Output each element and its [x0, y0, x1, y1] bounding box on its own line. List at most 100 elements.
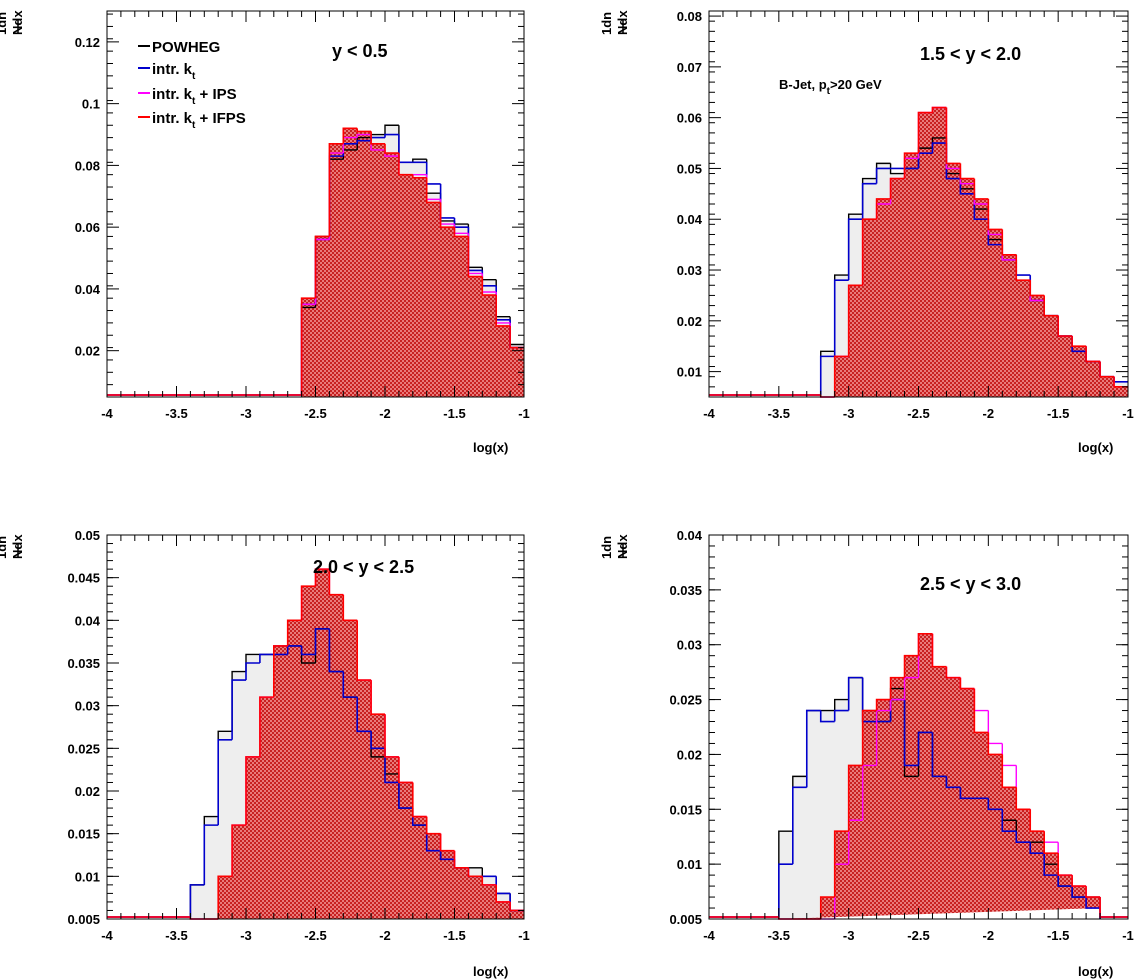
legend-label: POWHEG [152, 39, 220, 56]
histogram-bin [439, 850, 455, 861]
histogram-bin [384, 133, 399, 138]
histogram-bin [384, 714, 399, 758]
histogram-bin [889, 676, 905, 700]
legend-entry-intr-kt-ips: intr. kt + IPS [138, 86, 237, 107]
histogram-bin [833, 279, 849, 357]
histogram-bin [356, 133, 372, 138]
histogram-bin [1085, 897, 1101, 909]
histogram-bin [1001, 229, 1017, 256]
x-tick-label: -1 [1122, 406, 1134, 421]
histogram-bin [1071, 336, 1087, 348]
histogram-bin [1085, 346, 1101, 363]
histogram-bin [903, 654, 919, 678]
histogram-bin [945, 666, 961, 679]
histogram-bin [903, 152, 919, 179]
y-tick-label: 0.005 [669, 912, 702, 927]
histogram-bin [1043, 300, 1059, 317]
histogram-bin [342, 594, 358, 622]
panel-y-lt-0.5: -4 -3.5 -3 -2.5 -2 -1.5 -1 0.02 0.04 0.06 0.08 0.1 0… [0, 10, 530, 455]
y-tick-label: 0.01 [677, 857, 702, 872]
x-tick-label: -2.5 [907, 928, 929, 943]
x-tick-label: -1.5 [1047, 406, 1069, 421]
histogram-bin [1071, 875, 1087, 887]
x-tick-label: -2 [983, 406, 995, 421]
x-tick-label: -2 [379, 928, 391, 943]
histogram-bin [1015, 831, 1031, 843]
histogram-bin [189, 884, 205, 917]
histogram-bin [1057, 853, 1073, 876]
legend-entry-powheg: POWHEG [138, 39, 220, 56]
histogram-bin [384, 124, 399, 135]
histogram-bin [847, 764, 863, 832]
y-tick-label: 0.035 [67, 656, 100, 671]
histogram-bin [889, 177, 905, 199]
histogram-bin [300, 645, 316, 656]
x-tick-label: -3 [240, 406, 252, 421]
histogram-bin [453, 850, 469, 869]
histogram-bin [425, 177, 441, 204]
histogram-bin [356, 139, 372, 144]
plot-area: -4 -3.5 -3 -2.5 -2 -1.5 -1 0.01 0.02 0.03 0.04 0.05… [677, 9, 1134, 421]
histogram-bin [356, 697, 372, 733]
plot-area: -4 -3.5 -3 -2.5 -2 -1.5 -1 0.02 0.04 0.06 0.08 0.1 0… [75, 10, 530, 421]
histogram-bin [847, 676, 863, 711]
panel-title: 2.0 < y < 2.5 [313, 557, 414, 577]
panel-title: 1.5 < y < 2.0 [920, 44, 1021, 64]
histogram-bin [1085, 886, 1101, 898]
histogram-bin [959, 677, 975, 690]
histogram-bin [231, 679, 246, 740]
histogram-bin [1015, 765, 1031, 810]
histogram-bin [819, 896, 835, 919]
histogram-bin [384, 143, 399, 154]
y-tick-label: 0.02 [75, 344, 100, 359]
histogram-bin [1057, 315, 1073, 337]
y-axis-label-top: 1dn [0, 536, 9, 559]
histogram-bin [959, 163, 975, 180]
histogram-bin [1015, 254, 1031, 281]
histogram-bin [342, 594, 358, 622]
legend-label: intr. kt + IFPS [152, 110, 246, 131]
x-tick-label: -1 [518, 406, 530, 421]
histogram-bin [495, 285, 511, 321]
plot-area: -4 -3.5 -3 -2.5 -2 -1.5 -1 0.005 0.01 0.015 0.02 0.… [67, 528, 529, 943]
y-tick-label: 0.03 [677, 263, 702, 278]
histogram-bin [509, 319, 524, 349]
histogram-bin [987, 198, 1003, 231]
histogram-bin [453, 859, 469, 869]
histogram-bin [1099, 361, 1115, 378]
histogram-bin [959, 677, 975, 690]
histogram-bin [425, 162, 441, 185]
histogram-bin [1029, 809, 1045, 833]
histogram-bin [370, 131, 385, 145]
histogram-bin [300, 585, 316, 621]
histogram-bin [356, 620, 372, 681]
histogram-bin [792, 786, 807, 865]
histogram-bin [259, 653, 274, 663]
histogram-bin [412, 158, 427, 163]
histogram-bin [861, 709, 877, 766]
histogram-bin [1099, 361, 1115, 378]
x-tick-label: -1.5 [443, 928, 465, 943]
y-tick-label: 0.015 [67, 827, 100, 842]
histogram-bin [509, 316, 524, 346]
histogram-bin [819, 355, 835, 395]
plot-area: -4 -3.5 -3 -2.5 -2 -1.5 -1 0.005 0.01 0.015 0.02 0.… [669, 528, 1133, 943]
legend-entry-intr-kt: intr. kt [138, 61, 196, 82]
histogram-bin [439, 193, 455, 222]
histogram-bin [875, 167, 891, 184]
histogram-bin [314, 568, 330, 587]
x-tick-label: -4 [101, 406, 113, 421]
x-axis-label: log(x) [473, 964, 508, 979]
y-axis-label-top: 1dn [599, 536, 614, 559]
histogram-bin [467, 867, 483, 878]
histogram-bin [1071, 336, 1087, 347]
y-tick-label: 0.12 [75, 35, 100, 50]
histogram-bin [481, 876, 497, 886]
x-axis-label: log(x) [1078, 964, 1113, 979]
panel-y-1.5-2.0: -4 -3.5 -3 -2.5 -2 -1.5 -1 0.01 0.02 0.03 0.04 0.05… [599, 9, 1134, 455]
histogram-bin [453, 850, 469, 869]
y-tick-label: 0.03 [75, 699, 100, 714]
histogram-bin [426, 816, 441, 835]
histogram-bin [1113, 376, 1128, 383]
histogram-bin [273, 645, 288, 698]
